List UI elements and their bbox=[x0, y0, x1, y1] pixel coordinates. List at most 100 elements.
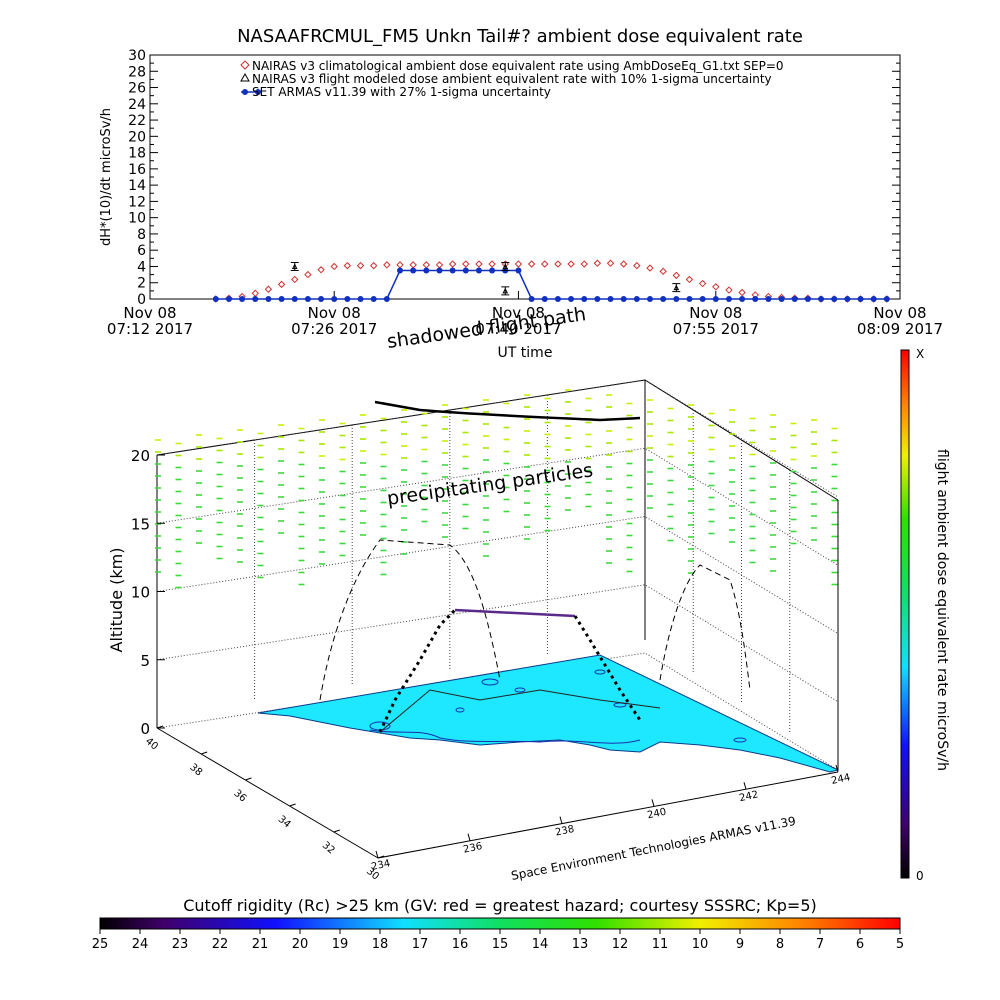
lon-tick-mark bbox=[375, 850, 379, 859]
armas-point bbox=[686, 296, 693, 302]
armas-point bbox=[370, 296, 377, 302]
armas-point bbox=[357, 296, 364, 302]
nairas-clim-point bbox=[527, 260, 536, 268]
y-tick-label: 14 bbox=[128, 178, 146, 194]
armas-point bbox=[423, 267, 430, 274]
armas-series-line bbox=[215, 269, 887, 300]
armas-point bbox=[883, 296, 890, 302]
lon-axis-line bbox=[377, 771, 839, 859]
top-y-axis-label: dH*(10)/dt microSv/h bbox=[99, 108, 114, 246]
contour-blob-6 bbox=[594, 669, 606, 675]
nairas-clim-point bbox=[330, 262, 338, 271]
flight-modeled-point bbox=[291, 263, 298, 269]
top-x-axis-label: UT time bbox=[498, 345, 553, 361]
nairas-clim-point bbox=[580, 260, 588, 268]
z-tick-label: 5 bbox=[140, 652, 150, 670]
y-tick-label: 20 bbox=[128, 129, 146, 145]
y-tick-label: 24 bbox=[128, 97, 146, 113]
flight-path-descent bbox=[573, 615, 642, 721]
armas-point bbox=[633, 296, 640, 302]
three-d-plot: precipitating particles 0 5 10 15 20 Altitud… bbox=[107, 379, 851, 883]
credit-label: Space Environment Technologies ARMAS v11… bbox=[510, 814, 797, 883]
contour-blob-2 bbox=[514, 687, 526, 693]
lon-tick-label: 234 bbox=[370, 858, 391, 873]
nairas-clim-point bbox=[435, 261, 444, 269]
legend-marker-dot-2 bbox=[255, 89, 261, 95]
ground-track bbox=[379, 689, 661, 733]
terrain-contours bbox=[369, 669, 747, 744]
armas-point bbox=[528, 296, 535, 302]
armas-point bbox=[831, 296, 838, 302]
lat-tick-mark bbox=[201, 751, 208, 755]
x-tick-time: 08:09 2017 bbox=[857, 320, 943, 338]
armas-point bbox=[752, 296, 759, 302]
lat-tick-label: 38 bbox=[187, 762, 204, 779]
nairas-clim-point bbox=[343, 261, 352, 270]
y-tick-label: 4 bbox=[137, 259, 146, 275]
nairas-clim-point bbox=[725, 286, 733, 294]
lon-tick-mark bbox=[743, 782, 747, 790]
nairas-clim-point bbox=[251, 289, 259, 298]
coastline-contour bbox=[369, 729, 641, 744]
flight-path bbox=[319, 400, 751, 733]
shadow-right bbox=[659, 564, 751, 691]
lat-tick-label: 36 bbox=[231, 788, 248, 805]
bottom-tick-label: 17 bbox=[412, 937, 429, 952]
armas-point bbox=[410, 267, 417, 274]
armas-point bbox=[291, 296, 298, 302]
lon-tick-label: 236 bbox=[462, 841, 483, 856]
lon-tick-mark bbox=[651, 799, 655, 807]
nairas-clim-point bbox=[304, 270, 312, 279]
flight-path-ascent bbox=[378, 608, 457, 733]
armas-point bbox=[489, 267, 496, 274]
lon-tick-mark bbox=[835, 764, 839, 773]
z-tick-label: 10 bbox=[131, 584, 150, 602]
bottom-tick-label: 19 bbox=[332, 937, 349, 952]
nairas-clim-point bbox=[567, 260, 575, 268]
armas-point bbox=[252, 296, 259, 302]
y-tick-label: 8 bbox=[137, 227, 146, 243]
lon-tick-label: 238 bbox=[554, 824, 575, 839]
armas-point bbox=[318, 296, 325, 302]
bottom-tick-label: 9 bbox=[736, 937, 744, 952]
bottom-tick-label: 11 bbox=[652, 937, 669, 952]
armas-point bbox=[239, 296, 246, 302]
bottom-colorbar-gradient bbox=[99, 917, 901, 930]
lon-tick-label: 244 bbox=[830, 772, 851, 787]
armas-point bbox=[554, 296, 561, 302]
flight-path-top-projection bbox=[374, 400, 641, 422]
x-tick-time: 07:55 2017 bbox=[673, 320, 759, 338]
nairas-clim-point bbox=[462, 260, 470, 268]
lon-tick-label: 242 bbox=[738, 789, 759, 804]
x-tick-date: Nov 08 bbox=[123, 304, 176, 322]
lat-tick-mark bbox=[289, 803, 296, 807]
lat-tick-label: 34 bbox=[276, 814, 293, 831]
flight-modeled-point bbox=[502, 287, 509, 294]
y-tick-label: 0 bbox=[137, 292, 146, 308]
armas-point bbox=[660, 296, 667, 302]
bottom-tick-label: 23 bbox=[172, 937, 189, 952]
x-tick-time: 07:12 2017 bbox=[107, 320, 193, 338]
top-legend: NAIRAS v3 climatological ambient dose eq… bbox=[240, 59, 784, 99]
top-series bbox=[212, 259, 891, 303]
contour-blob-7 bbox=[455, 707, 465, 713]
lon-tick-mark bbox=[467, 833, 471, 841]
armas-point bbox=[383, 296, 390, 302]
lon-tick-mark bbox=[559, 816, 563, 824]
nairas-clim-point bbox=[448, 260, 457, 268]
armas-point bbox=[568, 296, 575, 302]
contour-blob-1 bbox=[481, 678, 499, 686]
bottom-tick-label: 24 bbox=[132, 937, 149, 952]
armas-point bbox=[620, 296, 627, 302]
y-tick-label: 26 bbox=[128, 81, 146, 97]
nairas-clim-point bbox=[383, 261, 391, 269]
armas-point bbox=[765, 296, 772, 302]
y-tick-label: 18 bbox=[128, 146, 146, 162]
armas-point bbox=[594, 296, 601, 302]
y-tick-label: 10 bbox=[128, 211, 146, 227]
nairas-clim-point bbox=[593, 259, 602, 267]
armas-point bbox=[304, 296, 311, 302]
armas-point bbox=[462, 267, 469, 274]
